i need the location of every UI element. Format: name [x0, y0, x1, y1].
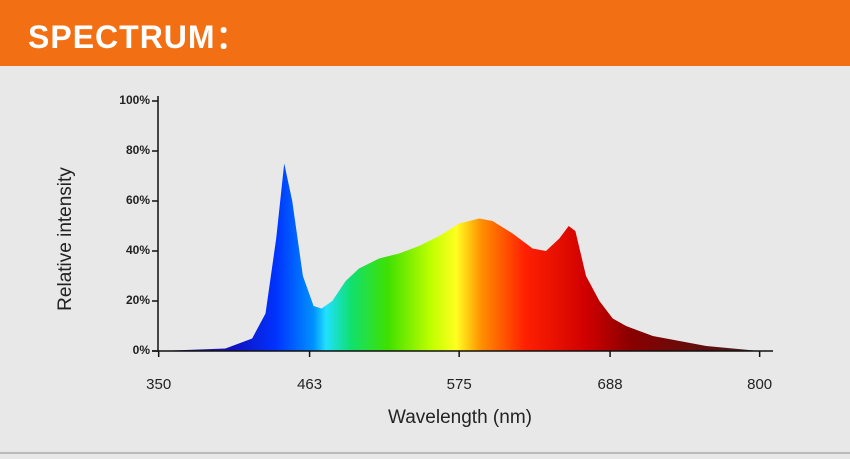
y-axis-label: Relative intensity: [55, 167, 76, 311]
x-tick-label: 575: [447, 376, 472, 393]
x-tick-label: 350: [146, 376, 171, 393]
header-bar: SPECTRUM：: [0, 0, 850, 66]
y-tick-label: 80%: [126, 143, 150, 157]
y-tick-label: 40%: [126, 243, 150, 257]
spectrum-area: [158, 163, 760, 351]
x-axis-label: Wavelength (nm): [388, 407, 532, 428]
y-tick-label: 0%: [133, 343, 151, 357]
y-tick-label: 20%: [126, 293, 150, 307]
x-tick-label: 688: [598, 376, 623, 393]
y-tick-label: 100%: [119, 93, 150, 107]
header-title: SPECTRUM：: [28, 19, 249, 55]
y-tick-label: 60%: [126, 193, 150, 207]
x-tick-label: 800: [747, 376, 772, 393]
x-tick-label: 463: [297, 376, 322, 393]
chart: Relative intensity Wavelength (nm) 0% 20%…: [0, 93, 850, 454]
